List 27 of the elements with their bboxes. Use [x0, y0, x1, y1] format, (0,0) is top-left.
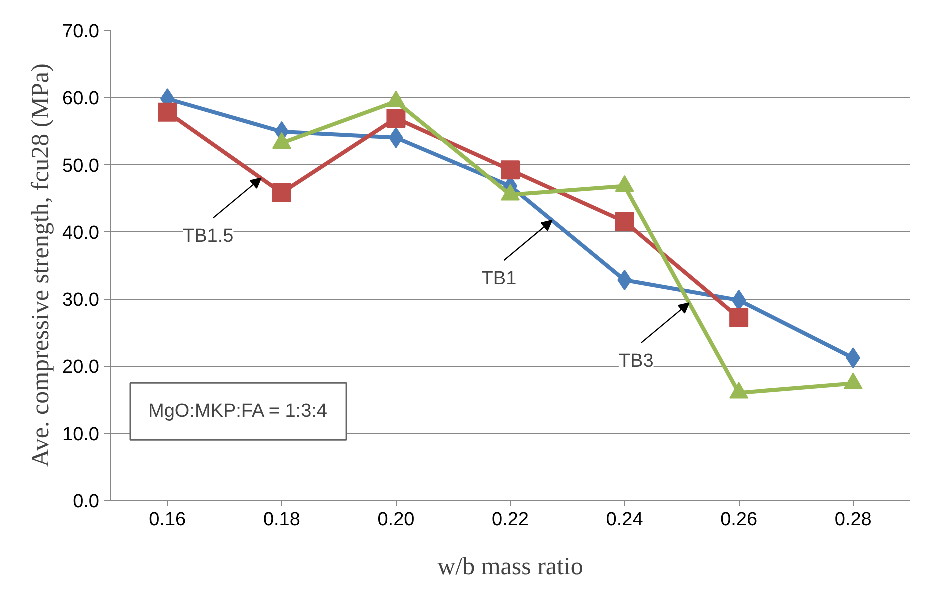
- y-tick-label: 40.0: [62, 222, 100, 244]
- x-tick-label: 0.26: [720, 510, 758, 530]
- x-axis-title: w/b mass ratio: [438, 554, 584, 580]
- x-tick-label: 0.28: [834, 510, 872, 530]
- point: [615, 212, 634, 232]
- x-tick-label: 0.20: [378, 510, 415, 530]
- x-tick-label: 0.16: [149, 510, 186, 530]
- annotation: TB1: [482, 268, 517, 290]
- y-tick-label: 20.0: [62, 357, 100, 378]
- annotation: MgO:MKP:FA = 1:3:4: [148, 401, 328, 422]
- point: [730, 308, 749, 328]
- point: [386, 108, 406, 128]
- y-tick-label: 10.0: [62, 424, 100, 446]
- point: [272, 183, 292, 202]
- point: [158, 102, 178, 122]
- y-axis-title: Ave. compressive strength, fcu28 (MPa): [28, 64, 55, 468]
- y-tick-label: 60.0: [62, 88, 100, 110]
- y-tick-label: 50.0: [62, 156, 100, 177]
- annotation: TB1.5: [183, 226, 234, 248]
- annotation: TB3: [618, 351, 654, 372]
- x-tick-label: 0.18: [263, 510, 300, 530]
- point: [501, 160, 520, 180]
- y-tick-label: 70.0: [62, 22, 100, 42]
- x-tick-label: 0.24: [606, 510, 644, 530]
- y-tick-label: 30.0: [62, 290, 100, 312]
- x-tick-label: 0.22: [492, 510, 529, 530]
- y-tick-label: 0.0: [73, 492, 100, 512]
